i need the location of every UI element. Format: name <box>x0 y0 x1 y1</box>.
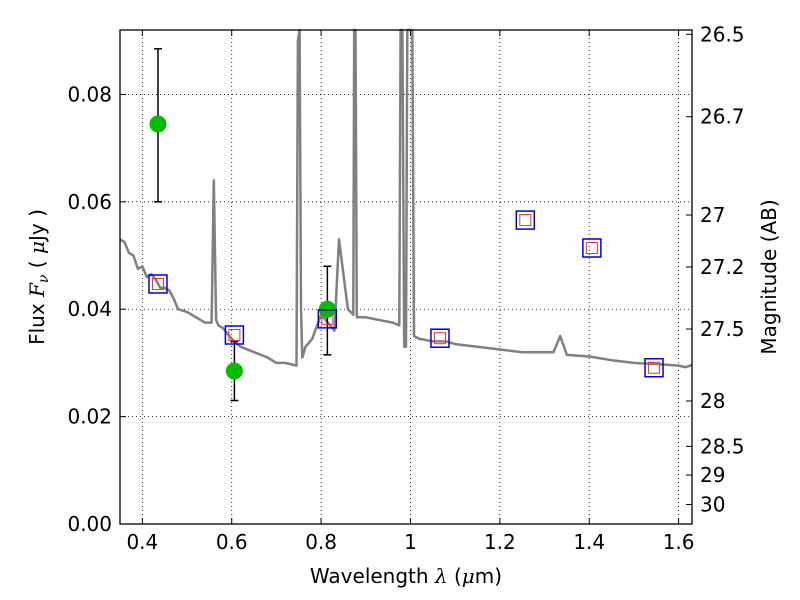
model-spectrum-line <box>119 28 693 369</box>
x-tick-label: 1.4 <box>573 530 605 554</box>
x-tick-label: 0.6 <box>216 530 248 554</box>
model-point-inner <box>648 361 661 374</box>
mag-tick-label: 28 <box>700 389 725 413</box>
observed-point <box>225 362 243 380</box>
mag-tick-label: 26.7 <box>700 105 745 129</box>
y-tick-label: 0.04 <box>67 297 112 321</box>
y-tick-label: 0.00 <box>67 512 112 536</box>
y-tick-label: 0.02 <box>67 405 112 429</box>
model-point-box <box>515 210 536 230</box>
y-axis-label: Flux Fν ( μJy ) <box>25 209 52 345</box>
x-axis-label: Wavelength λ (μm) <box>310 564 502 588</box>
mag-tick-label: 27.2 <box>700 255 745 279</box>
model-point-box <box>430 328 450 348</box>
y2-axis-label: Magnitude (AB) <box>757 199 781 354</box>
x-tick-label: 0.4 <box>126 530 158 554</box>
model-point-inner <box>433 332 446 345</box>
plot-frame <box>119 29 693 525</box>
model-point-box <box>317 309 338 329</box>
model-point-box <box>582 238 602 258</box>
mag-tick-label: 27 <box>700 203 725 227</box>
observed-point <box>149 115 167 133</box>
y-tick-label: 0.06 <box>67 190 112 214</box>
mag-tick-label: 29 <box>700 463 725 487</box>
y-tick-label: 0.08 <box>67 82 112 106</box>
model-point-inner <box>151 277 164 290</box>
mag-tick-label: 30 <box>700 493 725 517</box>
x-tick-label: 0.8 <box>305 530 337 554</box>
mag-tick-label: 26.5 <box>700 22 745 46</box>
model-point-box <box>224 325 245 345</box>
model-point-inner <box>585 242 598 255</box>
x-tick-label: 1 <box>404 530 417 554</box>
model-point-inner <box>321 312 334 325</box>
model-point-inner <box>519 214 532 227</box>
spectrum-layer <box>119 28 693 369</box>
model-point-box <box>644 357 664 378</box>
x-tick-label: 1.2 <box>484 530 516 554</box>
model-point-box <box>148 274 168 294</box>
model-points-layer <box>148 210 664 378</box>
model-point-inner <box>228 328 241 341</box>
ticks-layer: 0.4 0.6 0.8 1 1.2 1.4 1.6 0.00 0.02 0.04 0.06 0.08 2… <box>67 22 744 554</box>
x-tick-label: 1.6 <box>663 530 695 554</box>
mag-tick-label: 27.5 <box>700 317 745 341</box>
mag-tick-label: 28.5 <box>700 434 745 458</box>
